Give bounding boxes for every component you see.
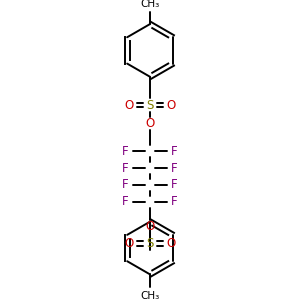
Text: O: O — [146, 117, 154, 130]
Text: F: F — [122, 195, 129, 208]
Text: S: S — [146, 237, 154, 250]
Text: O: O — [125, 98, 134, 112]
Text: F: F — [122, 178, 129, 191]
Text: F: F — [171, 161, 178, 175]
Text: CH₃: CH₃ — [140, 0, 160, 9]
Text: O: O — [166, 237, 175, 250]
Text: O: O — [146, 220, 154, 233]
Text: CH₃: CH₃ — [140, 291, 160, 300]
Text: F: F — [171, 195, 178, 208]
Text: F: F — [171, 145, 178, 158]
Text: S: S — [146, 98, 154, 112]
Text: O: O — [166, 98, 175, 112]
Text: F: F — [122, 161, 129, 175]
Text: F: F — [171, 178, 178, 191]
Text: O: O — [125, 237, 134, 250]
Text: F: F — [122, 145, 129, 158]
